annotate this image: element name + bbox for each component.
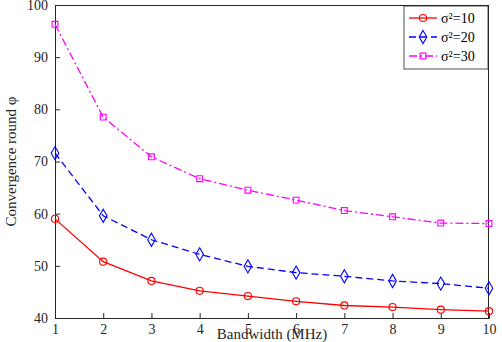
tick-label: 8 xyxy=(390,322,397,337)
legend-line xyxy=(409,36,437,37)
marker xyxy=(341,270,349,283)
tick: 90 xyxy=(34,50,60,65)
marker xyxy=(149,154,155,160)
tick-mark xyxy=(55,266,60,267)
marker xyxy=(197,176,203,182)
tick-label: 100 xyxy=(27,0,48,13)
tick: 80 xyxy=(34,102,60,117)
tick-label: 2 xyxy=(100,322,107,337)
marker xyxy=(244,260,252,273)
marker xyxy=(485,282,493,295)
y-axis-label: Convergence round φ xyxy=(3,96,19,226)
marker xyxy=(100,114,106,120)
tick-mark xyxy=(103,313,104,318)
marker xyxy=(245,187,251,193)
tick-mark xyxy=(393,313,394,318)
legend-label: σ²=10 xyxy=(441,11,475,26)
tick: 10 xyxy=(483,313,497,337)
tick-mark xyxy=(55,162,60,163)
tick-mark xyxy=(55,109,60,110)
tick: 8 xyxy=(390,313,397,337)
tick: 40 xyxy=(34,311,60,326)
marker xyxy=(341,208,347,214)
tick-label: 40 xyxy=(34,311,48,326)
tick: 3 xyxy=(148,313,155,337)
marker xyxy=(341,302,348,309)
tick-label: 90 xyxy=(34,50,48,65)
legend-marker xyxy=(419,14,426,21)
tick: 4 xyxy=(197,313,204,337)
tick-label: 9 xyxy=(438,322,445,337)
tick-label: 10 xyxy=(483,322,497,337)
plot: 12345678910405060708090100σ²=10σ²=20σ²=3… xyxy=(27,0,497,337)
tick-mark xyxy=(248,313,249,318)
axis-line xyxy=(56,6,61,319)
marker xyxy=(196,248,204,261)
tick: 2 xyxy=(100,313,107,337)
tick-mark xyxy=(55,214,60,215)
legend-item: σ²=10 xyxy=(409,11,475,26)
marker xyxy=(437,306,444,313)
tick: 100 xyxy=(27,0,60,13)
legend-item: σ²=30 xyxy=(409,49,475,64)
marker xyxy=(389,274,397,287)
marker xyxy=(438,220,444,226)
axis-line xyxy=(56,313,490,319)
tick: 7 xyxy=(341,313,348,337)
tick-mark xyxy=(200,313,201,318)
legend-box xyxy=(404,6,488,69)
marker xyxy=(51,215,58,222)
marker xyxy=(389,303,396,310)
tick-label: 3 xyxy=(148,322,155,337)
tick-label: 1 xyxy=(52,322,59,337)
marker xyxy=(293,197,299,203)
tick-mark xyxy=(55,318,60,319)
marker xyxy=(99,209,107,222)
y-axis: 40 50 60 70 80 90 100 xyxy=(27,0,60,326)
marker xyxy=(390,214,396,220)
marker xyxy=(52,21,58,27)
marker xyxy=(244,293,251,300)
marker xyxy=(148,233,156,246)
marker xyxy=(196,287,203,294)
tick-mark xyxy=(55,57,60,58)
marker xyxy=(148,277,155,284)
tick-label: 7 xyxy=(341,322,348,337)
marker xyxy=(437,277,445,290)
tick-label: 80 xyxy=(34,102,48,117)
legend-line xyxy=(409,17,437,18)
tick-mark xyxy=(151,313,152,318)
legend-marker xyxy=(420,53,426,59)
x-axis-label: Bandwidth (MHz) xyxy=(217,326,327,342)
tick-label: 70 xyxy=(34,154,48,169)
series-line xyxy=(55,219,489,311)
marker xyxy=(486,221,492,227)
marker xyxy=(293,298,300,305)
tick-mark xyxy=(296,313,297,318)
marker xyxy=(51,147,59,160)
legend-line xyxy=(409,55,437,56)
marker xyxy=(485,308,492,315)
legend-item: σ²=20 xyxy=(409,30,475,45)
tick-label: 50 xyxy=(34,259,48,274)
legend-marker xyxy=(419,30,427,43)
marker xyxy=(292,266,300,279)
tick-mark xyxy=(344,313,345,318)
legend-label: σ²=30 xyxy=(441,49,475,64)
marker xyxy=(100,258,107,265)
legend-label: σ²=20 xyxy=(441,30,475,45)
tick-label: 4 xyxy=(197,322,204,337)
tick-label: 60 xyxy=(34,207,48,222)
tick: 9 xyxy=(438,313,445,337)
plot-background xyxy=(55,5,489,318)
chart: 12345678910405060708090100σ²=10σ²=20σ²=3… xyxy=(0,0,502,342)
legend: σ²=10 σ²=20 σ²=30 xyxy=(404,6,488,69)
tick: 50 xyxy=(34,259,60,274)
tick-mark xyxy=(489,313,490,318)
